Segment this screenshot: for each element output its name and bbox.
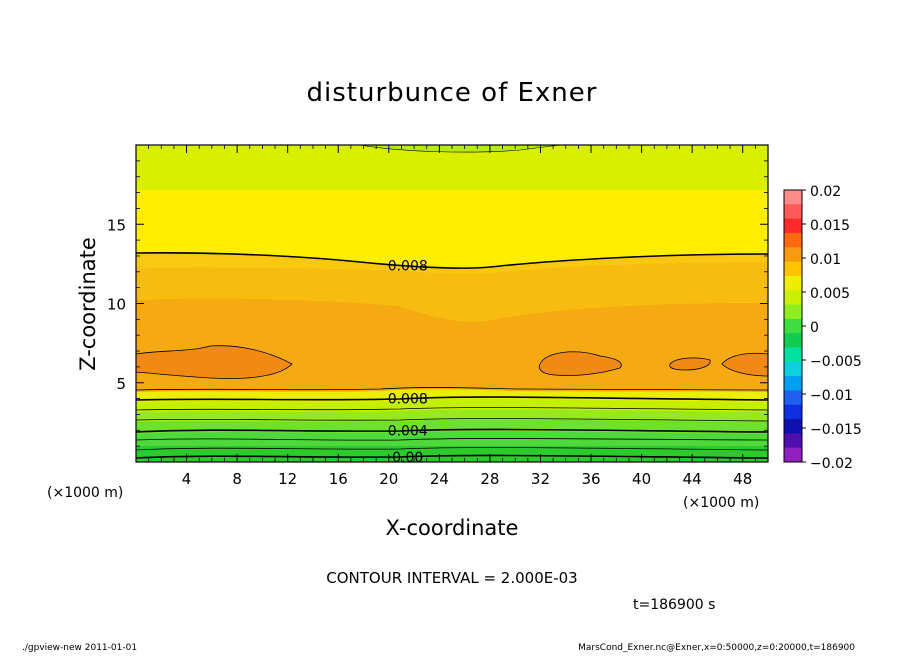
- colorbar-tick-label: −0.005: [810, 354, 862, 370]
- colorbar-segment: [784, 433, 802, 449]
- contour-label: 0.004: [388, 423, 428, 439]
- colorbar-segment: [784, 390, 802, 406]
- colorbar-segment: [784, 347, 802, 363]
- x-unit-left: (×1000 m): [47, 485, 123, 501]
- colorbar-segment: [784, 232, 802, 248]
- x-tick-label: 12: [278, 470, 297, 488]
- colorbar-segment: [784, 447, 802, 463]
- time-stamp: t=186900 s: [633, 597, 715, 613]
- y-axis-label: Z-coordinate: [76, 237, 100, 371]
- colorbar-segment: [784, 376, 802, 391]
- x-tick-label: 20: [379, 470, 398, 488]
- footer-left: ./gpview-new 2011-01-01: [22, 643, 137, 653]
- x-tick-label: 36: [581, 470, 600, 488]
- x-tick-label: 32: [531, 470, 550, 488]
- contour-label: 0.008: [388, 258, 428, 274]
- colorbar-segment: [784, 361, 802, 377]
- colorbar-segment: [784, 275, 802, 291]
- colorbar-segment: [784, 204, 802, 220]
- y-tick-label: 15: [107, 216, 126, 234]
- colorbar-tick-label: 0.01: [810, 252, 841, 268]
- x-tick-label: 24: [430, 470, 449, 488]
- colorbar-segment: [784, 190, 802, 205]
- contour-label: 0.00: [392, 450, 423, 466]
- colorbar-tick-label: 0.015: [810, 218, 850, 234]
- footer-right: MarsCond_Exner.nc@Exner,x=0:50000,z=0:20…: [578, 643, 855, 653]
- x-tick-label: 4: [182, 470, 192, 488]
- x-tick-label: 44: [683, 470, 702, 488]
- x-tick-label: 28: [480, 470, 499, 488]
- colorbar-tick-label: −0.015: [810, 422, 862, 438]
- x-axis-label: X-coordinate: [386, 516, 519, 540]
- colorbar-segment: [784, 261, 802, 277]
- colorbar-segment: [784, 404, 802, 420]
- colorbar-tick-label: 0.005: [810, 286, 850, 302]
- x-tick-label: 16: [329, 470, 348, 488]
- x-tick-label: 8: [232, 470, 242, 488]
- colorbar-tick-label: 0: [810, 320, 819, 336]
- colorbar-tick-label: −0.02: [810, 456, 853, 472]
- y-tick-label: 10: [107, 296, 126, 314]
- colorbar-segment: [784, 318, 802, 334]
- colorbar-tick-label: −0.01: [810, 388, 853, 404]
- x-tick-label: 40: [632, 470, 651, 488]
- y-tick-label: 5: [116, 375, 126, 393]
- colorbar-segment: [784, 333, 802, 348]
- x-unit-right: (×1000 m): [683, 495, 759, 511]
- contour-field: [136, 145, 768, 462]
- colorbar-tick-label: 0.02: [810, 184, 841, 200]
- contour-interval: CONTOUR INTERVAL = 2.000E-03: [326, 569, 577, 587]
- contour-label: 0.008: [388, 392, 428, 408]
- colorbar-segment: [784, 290, 802, 306]
- colorbar-segment: [784, 304, 802, 320]
- colorbar: 0.02 0.015 0.01 0.005 0 −0.005 −0.01 −0.015 −0.0…: [783, 184, 862, 472]
- colorbar-segment: [784, 247, 802, 263]
- x-tick-label: 48: [733, 470, 752, 488]
- colorbar-segment: [784, 218, 802, 234]
- colorbar-segment: [784, 419, 802, 434]
- chart-title: disturbunce of Exner: [307, 78, 598, 108]
